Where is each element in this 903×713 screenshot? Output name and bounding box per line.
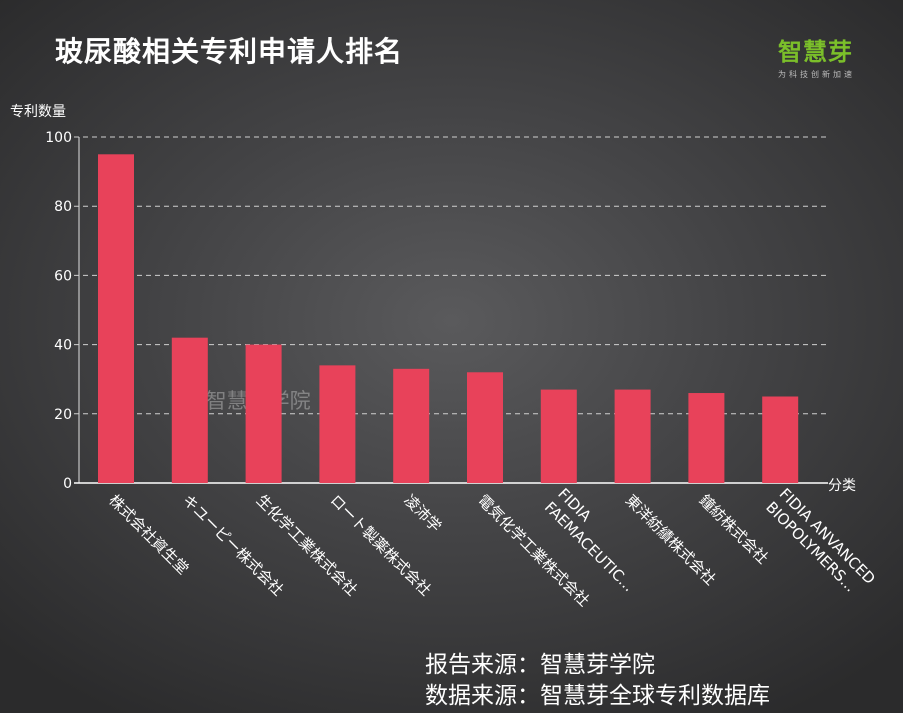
data-source: 数据来源：智慧芽全球专利数据库 bbox=[425, 683, 770, 709]
bar bbox=[245, 344, 282, 483]
y-tick-label: 20 bbox=[54, 407, 72, 423]
bar bbox=[540, 389, 577, 483]
logo-name: 智慧芽 bbox=[778, 38, 853, 66]
y-tick-label: 80 bbox=[54, 199, 72, 215]
bar bbox=[467, 372, 503, 483]
bar bbox=[98, 154, 134, 484]
y-tick-label: 100 bbox=[45, 130, 72, 146]
bar bbox=[614, 389, 651, 483]
bar bbox=[171, 337, 208, 483]
x-axis-label: 分类 bbox=[828, 478, 856, 494]
y-tick-label: 0 bbox=[63, 476, 72, 492]
y-tick-label: 40 bbox=[54, 338, 72, 354]
x-tick-label: FIDIA ANVANCEDBIOPOLYMERS... bbox=[762, 485, 879, 602]
bar bbox=[762, 396, 799, 483]
bar bbox=[319, 365, 356, 483]
y-tick-label: 60 bbox=[54, 268, 72, 284]
brand-logo: 智慧芽 为科技创新加速 bbox=[778, 32, 855, 80]
bar bbox=[688, 393, 725, 483]
x-tick-label: 凌沛学 bbox=[400, 491, 445, 536]
page-title: 玻尿酸相关专利申请人排名 bbox=[55, 35, 404, 68]
report-source: 报告来源：智慧芽学院 bbox=[425, 652, 655, 678]
bar bbox=[393, 368, 430, 483]
logo-tagline: 为科技创新加速 bbox=[778, 70, 855, 79]
x-tick-label: 鐘紡株式会社 bbox=[696, 491, 772, 567]
y-axis-label: 专利数量 bbox=[10, 104, 66, 120]
x-tick-label: 株式会社資生堂 bbox=[105, 491, 192, 578]
